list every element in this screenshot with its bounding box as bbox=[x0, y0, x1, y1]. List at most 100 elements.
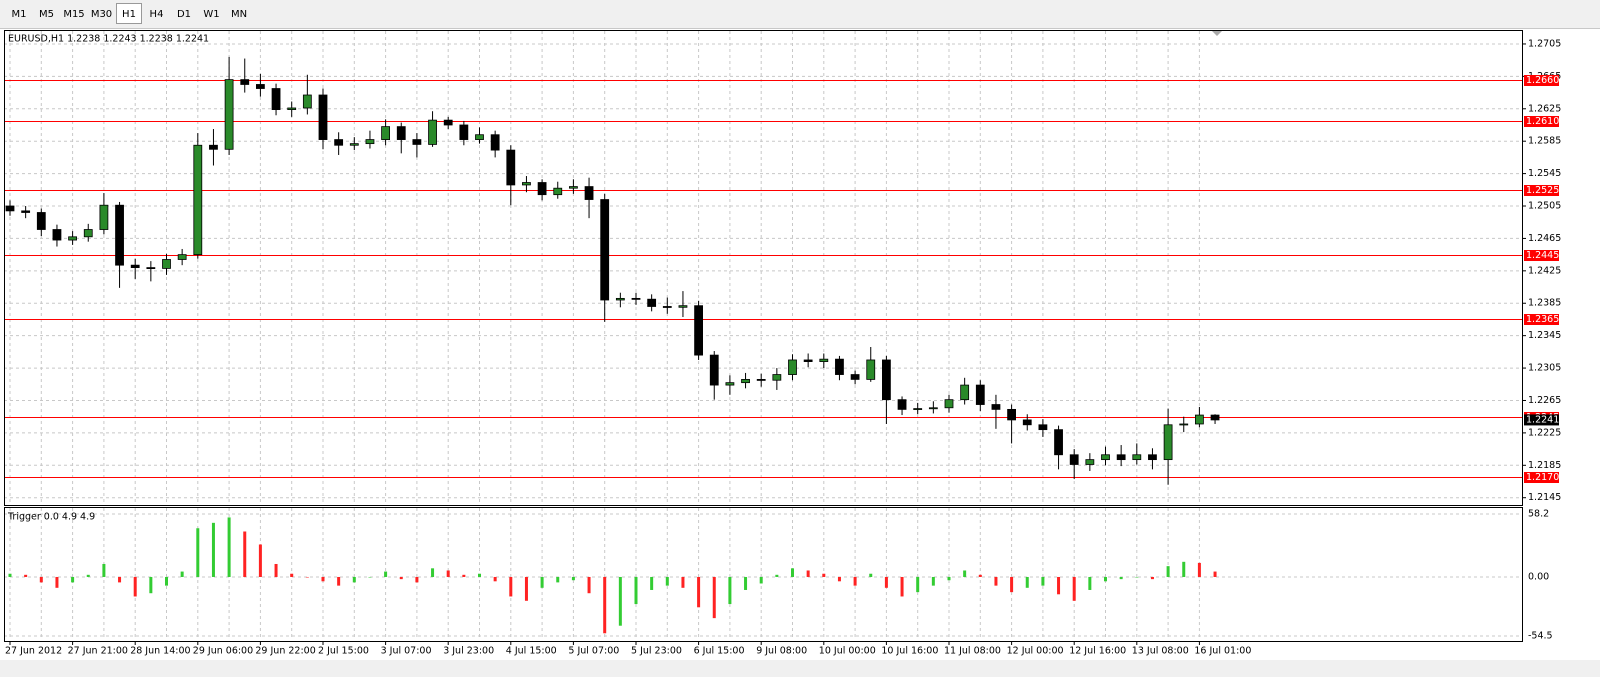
candle-body bbox=[584, 186, 594, 200]
x-tick-label: 5 Jul 23:00 bbox=[631, 646, 682, 657]
histogram-bar bbox=[571, 576, 575, 581]
x-tick-label: 3 Jul 23:00 bbox=[443, 646, 494, 657]
candle-body bbox=[428, 119, 437, 145]
timeframe-button[interactable]: W1 bbox=[203, 9, 220, 20]
histogram-bar bbox=[775, 574, 779, 577]
timeframe-button[interactable]: MN bbox=[230, 9, 248, 20]
histogram-bar bbox=[1119, 576, 1123, 580]
level-label-bg bbox=[1524, 185, 1559, 196]
histogram-bar bbox=[916, 576, 920, 593]
candle-body bbox=[52, 229, 62, 241]
histogram-bar bbox=[791, 568, 794, 577]
histogram-bar bbox=[759, 576, 763, 584]
x-tick-label: 4 Jul 15:00 bbox=[506, 646, 557, 657]
histogram-bar bbox=[274, 563, 278, 577]
y-tick-label: 1.2705 bbox=[1528, 38, 1561, 49]
candle-body bbox=[1085, 459, 1095, 465]
candle-body bbox=[725, 382, 735, 386]
histogram-bar bbox=[1197, 562, 1201, 577]
timeframe-toolbar: M1 M5 M15 M30 H1 H4 D1 W1 MN bbox=[0, 0, 1600, 29]
status-strip bbox=[0, 660, 1600, 677]
histogram-bar bbox=[243, 531, 247, 577]
candle-body bbox=[115, 204, 124, 266]
histogram-bar bbox=[258, 544, 262, 577]
candle-body bbox=[99, 204, 109, 230]
level-label-bg bbox=[1524, 472, 1559, 483]
y-tick-label: 1.2265 bbox=[1528, 395, 1561, 406]
candle-body bbox=[756, 379, 766, 381]
indicator-title: Trigger 0.0 4.9 4.9 bbox=[7, 512, 95, 523]
candle-body bbox=[882, 359, 891, 401]
timeframe-button[interactable]: M5 bbox=[39, 9, 54, 20]
histogram-bar bbox=[1072, 576, 1076, 601]
histogram-bar bbox=[196, 528, 200, 577]
histogram-bar bbox=[712, 576, 716, 619]
x-tick-label: 13 Jul 08:00 bbox=[1132, 646, 1189, 657]
timeframe-button[interactable]: M15 bbox=[63, 9, 85, 20]
x-tick-label: 9 Jul 08:00 bbox=[756, 646, 807, 657]
histogram-bar bbox=[1104, 576, 1107, 582]
chart-bg bbox=[0, 29, 1600, 677]
histogram-bar bbox=[305, 576, 309, 578]
candle-body bbox=[349, 143, 359, 146]
y-tick-label: 1.2545 bbox=[1528, 168, 1561, 179]
histogram-bar bbox=[524, 576, 528, 601]
histogram-bar bbox=[102, 563, 106, 577]
x-tick-label: 3 Jul 07:00 bbox=[381, 646, 432, 657]
x-tick-label: 16 Jul 01:00 bbox=[1194, 646, 1251, 657]
timeframe-button[interactable]: M30 bbox=[90, 9, 113, 20]
candle-body bbox=[396, 126, 406, 140]
timeframe-button[interactable]: M1 bbox=[11, 9, 27, 20]
candle-body bbox=[647, 298, 657, 307]
histogram-bar bbox=[462, 574, 466, 577]
histogram-bar bbox=[681, 576, 685, 588]
histogram-bar bbox=[728, 576, 732, 605]
histogram-bar bbox=[133, 576, 137, 597]
histogram-bar bbox=[337, 576, 341, 586]
main-panel-frame bbox=[4, 30, 1523, 506]
x-tick-label: 28 Jun 14:00 bbox=[130, 646, 190, 657]
candle-body bbox=[193, 144, 203, 256]
y-tick-label: -54.5 bbox=[1528, 630, 1553, 641]
timeframe-button[interactable]: D1 bbox=[176, 9, 192, 20]
histogram-bar bbox=[1088, 576, 1092, 590]
candle-body bbox=[537, 182, 547, 196]
histogram-bar bbox=[884, 576, 888, 588]
candle-body bbox=[36, 212, 46, 230]
candle-body bbox=[835, 358, 844, 375]
candle-body bbox=[412, 139, 422, 145]
level-label: 1.2525 bbox=[1526, 185, 1559, 196]
candle-body bbox=[991, 404, 1001, 410]
candle-body bbox=[475, 134, 484, 140]
candle-body bbox=[5, 205, 15, 212]
histogram-bar bbox=[384, 571, 388, 577]
histogram-bar bbox=[55, 576, 59, 588]
histogram-bar bbox=[650, 576, 654, 590]
histogram-bar bbox=[165, 576, 168, 586]
candle-body bbox=[1116, 454, 1126, 461]
histogram-bar bbox=[399, 576, 403, 580]
current-price-bg bbox=[1524, 414, 1559, 426]
histogram-bar bbox=[493, 576, 497, 582]
histogram-bar bbox=[947, 576, 951, 581]
timeframe-button[interactable]: H1 bbox=[116, 3, 142, 24]
y-tick-label: 1.2185 bbox=[1528, 460, 1561, 471]
x-tick-label: 11 Jul 08:00 bbox=[944, 646, 1001, 657]
histogram-bar bbox=[822, 573, 826, 577]
timeframe-button[interactable]: H4 bbox=[149, 9, 164, 20]
histogram-bar bbox=[837, 576, 841, 582]
level-label-bg bbox=[1524, 250, 1559, 261]
histogram-bar bbox=[71, 576, 75, 583]
level-label: 1.2660 bbox=[1526, 75, 1559, 86]
candle-body bbox=[975, 384, 985, 405]
histogram-bar bbox=[1025, 576, 1029, 588]
candle-body bbox=[255, 84, 265, 89]
x-tick-label: 10 Jul 00:00 bbox=[819, 646, 876, 657]
candle-body bbox=[928, 407, 938, 410]
candle-body bbox=[897, 399, 907, 410]
histogram-bar bbox=[1010, 576, 1014, 593]
level-label: 1.2365 bbox=[1526, 314, 1559, 325]
histogram-bar bbox=[1041, 576, 1045, 586]
histogram-bar bbox=[509, 576, 513, 597]
candle-body bbox=[21, 210, 31, 213]
